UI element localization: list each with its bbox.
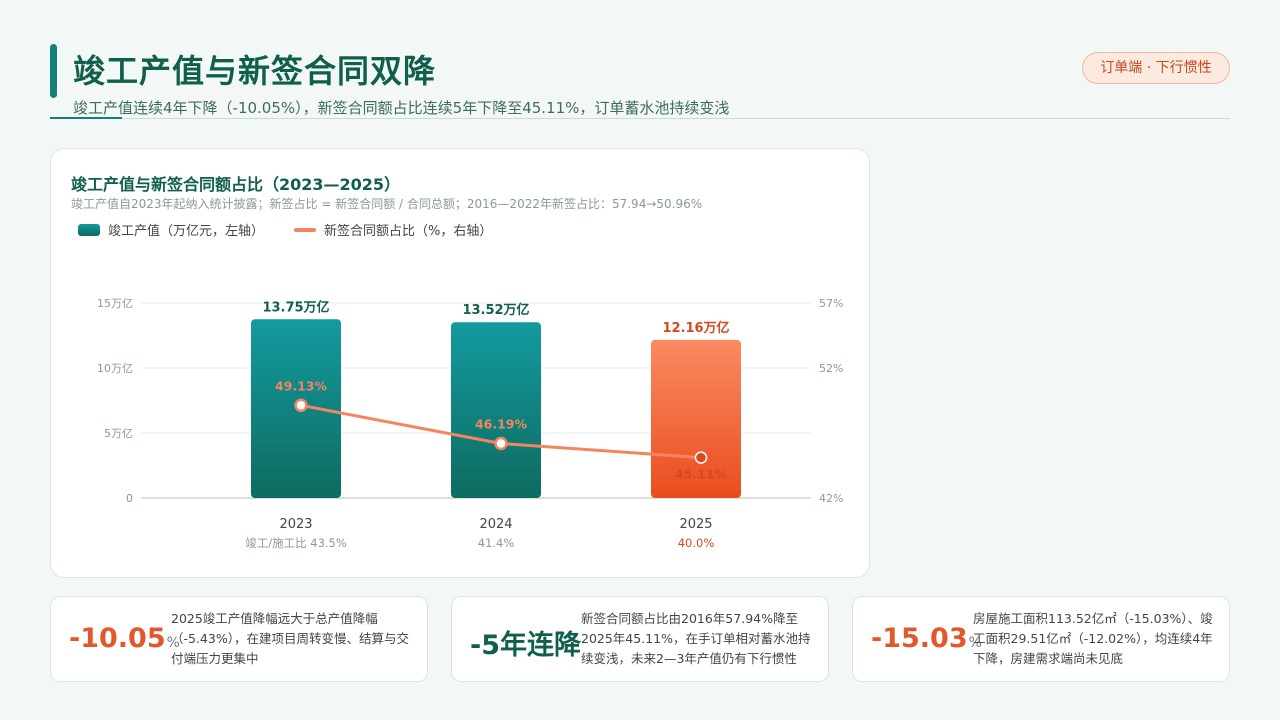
stat-number: -15.03 bbox=[871, 623, 968, 654]
page-subtitle: 竣工产值连续4年下降（-10.05%），新签合同额占比连续5年下降至45.11%… bbox=[73, 99, 730, 117]
bar-data-label: 13.75万亿 bbox=[262, 299, 329, 315]
x-axis-category-label: 2024 bbox=[479, 517, 512, 532]
left-axis-tick-label: 15万亿 bbox=[97, 297, 133, 310]
bar bbox=[651, 339, 741, 498]
header-divider bbox=[50, 117, 1230, 119]
stat-number: -5年连降 bbox=[470, 630, 581, 661]
stat-unit: % bbox=[166, 635, 180, 651]
legend-bar-swatch bbox=[78, 223, 100, 236]
chart-note: 竣工产值自2023年起纳入统计披露；新签占比 = 新签合同额 / 合同总额；20… bbox=[71, 197, 703, 211]
stat-description: 2025竣工产值降幅远大于总产值降幅（-5.43%），在建项目周转变慢、结算与交… bbox=[171, 611, 409, 666]
stat-description: 房屋施工面积113.52亿㎡（-15.03%）、竣工面积29.51亿㎡（-12.… bbox=[973, 611, 1213, 666]
left-axis-tick-label: 5万亿 bbox=[104, 427, 133, 440]
x-axis-category-label: 2025 bbox=[679, 517, 712, 532]
stat-unit: % bbox=[968, 635, 982, 651]
x-axis-category-label: 2023 bbox=[279, 517, 312, 532]
line-data-label: 45.11% bbox=[675, 467, 728, 482]
stat-value: -15.03% bbox=[871, 623, 982, 654]
x-axis-category-sublabel: 41.4% bbox=[478, 536, 515, 550]
left-axis-tick-label: 10万亿 bbox=[97, 362, 133, 375]
bar-data-label: 12.16万亿 bbox=[662, 320, 729, 336]
legend-item-bar: 竣工产值（万亿元，左轴） bbox=[78, 220, 264, 239]
stat-value: -10.05% bbox=[69, 623, 180, 654]
chart-card: 竣工产值与新签合同额占比（2023—2025） 竣工产值自2023年起纳入统计披… bbox=[50, 148, 870, 578]
left-axis-tick-label: 0 bbox=[126, 492, 133, 505]
title-accent-bar bbox=[50, 44, 57, 98]
x-axis-category-sublabel: 竣工/施工比 43.5% bbox=[245, 536, 347, 550]
combo-chart: 0 5万亿 10万亿 15万亿 42% 52% 57% 13.75万亿 13.52万亿 12.16… bbox=[97, 297, 843, 550]
legend-item-line: 新签合同额占比（%，右轴） bbox=[294, 220, 492, 239]
stat-card-floor-area: -15.03% 房屋施工面积113.52亿㎡（-15.03%）、竣工面积29.5… bbox=[852, 596, 1230, 682]
stat-card-completion-output: -10.05% 2025竣工产值降幅远大于总产值降幅（-5.43%），在建项目周… bbox=[50, 596, 428, 682]
stat-value: -5年连降 bbox=[470, 623, 582, 662]
bar bbox=[451, 322, 541, 498]
right-axis-tick-label: 42% bbox=[819, 492, 843, 505]
bar-data-label: 13.52万亿 bbox=[462, 302, 529, 318]
legend-line-swatch bbox=[294, 227, 317, 232]
stat-description: 新签合同额占比由2016年57.94%降至2025年45.11%，在手订单相对蓄… bbox=[581, 611, 811, 666]
page-title: 竣工产值与新签合同双降 bbox=[73, 52, 437, 90]
line-data-label: 49.13% bbox=[275, 378, 328, 393]
line-point bbox=[494, 436, 508, 451]
legend-bar-label: 竣工产值（万亿元，左轴） bbox=[108, 224, 265, 239]
x-axis-category-sublabel: 40.0% bbox=[678, 536, 715, 550]
line-point bbox=[294, 398, 308, 413]
chart-title: 竣工产值与新签合同额占比（2023—2025） bbox=[71, 175, 401, 194]
legend-line-label: 新签合同额占比（%，右轴） bbox=[324, 224, 493, 239]
chart-legend: 竣工产值（万亿元，左轴） 新签合同额占比（%，右轴） bbox=[78, 220, 522, 239]
stat-card-new-contracts: -5年连降 新签合同额占比由2016年57.94%降至2025年45.11%，在… bbox=[451, 596, 829, 682]
topic-tag: 订单端 · 下行惯性 bbox=[1082, 52, 1230, 84]
line-data-label: 46.19% bbox=[475, 417, 528, 432]
right-axis-tick-label: 52% bbox=[819, 362, 843, 375]
line-point bbox=[694, 451, 708, 464]
stat-number: -10.05 bbox=[69, 623, 166, 654]
right-axis-tick-label: 57% bbox=[819, 297, 843, 310]
